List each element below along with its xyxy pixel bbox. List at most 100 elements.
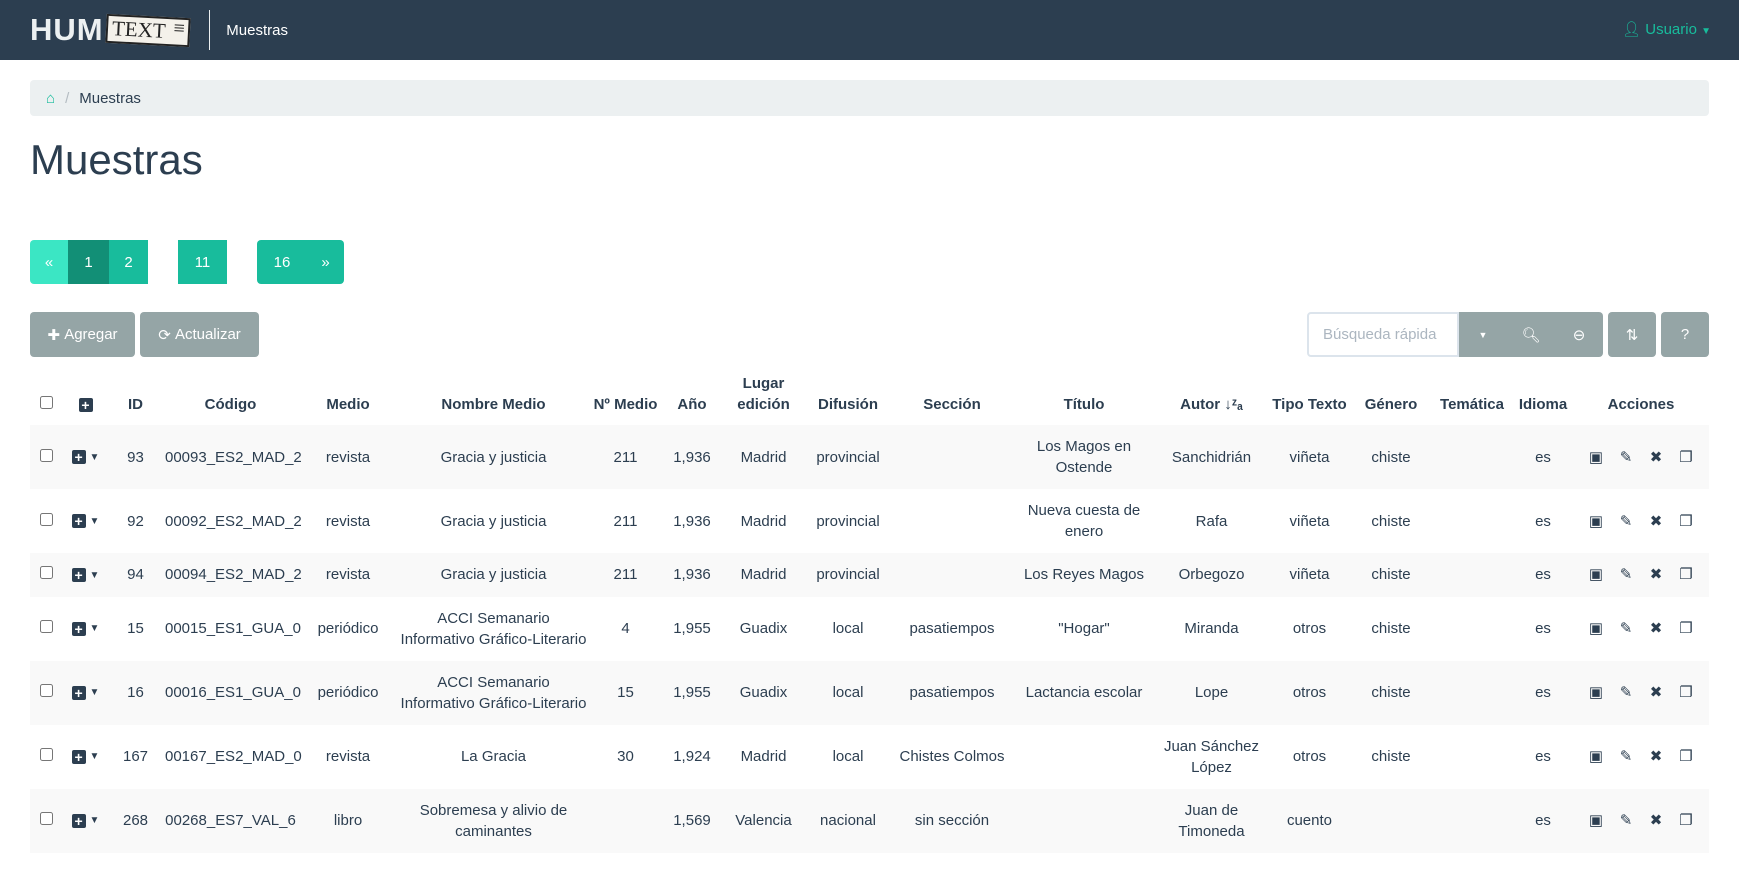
caret-down-icon[interactable]: ▼ xyxy=(89,515,100,527)
refresh-button[interactable]: ⟳ Actualizar xyxy=(140,312,259,357)
cell: 1,955 xyxy=(673,620,711,638)
copy-icon[interactable]: ❐ xyxy=(1679,566,1693,584)
copy-icon[interactable]: ❐ xyxy=(1679,684,1693,702)
select-all-checkbox[interactable] xyxy=(40,396,53,409)
expand-icon[interactable]: + xyxy=(71,621,86,636)
view-card-icon[interactable]: ▣ xyxy=(1588,566,1604,584)
page-1[interactable]: 1 xyxy=(68,240,109,284)
column-header[interactable]: Título xyxy=(1063,396,1105,413)
cell: es xyxy=(1535,812,1551,830)
sort-desc-icon[interactable]: ↓ᶻₐ xyxy=(1224,396,1243,413)
column-header[interactable]: Difusión xyxy=(818,396,878,413)
caret-down-icon[interactable]: ▼ xyxy=(89,751,100,763)
edit-pencil-icon[interactable]: ✎ xyxy=(1619,748,1633,766)
row-checkbox[interactable] xyxy=(40,448,53,462)
view-card-icon[interactable]: ▣ xyxy=(1588,684,1604,702)
quick-search-input[interactable] xyxy=(1307,312,1459,357)
expand-icon[interactable]: + xyxy=(71,685,86,700)
view-card-icon[interactable]: ▣ xyxy=(1588,512,1604,530)
row-checkbox[interactable] xyxy=(40,512,53,526)
page-prev[interactable]: « xyxy=(30,240,68,284)
caret-down-icon[interactable]: ▼ xyxy=(89,687,100,699)
delete-icon[interactable]: ✖ xyxy=(1649,620,1663,638)
edit-pencil-icon[interactable]: ✎ xyxy=(1619,448,1633,466)
expand-all-icon[interactable]: + xyxy=(78,398,93,413)
clear-search-icon[interactable]: ⊖ xyxy=(1572,326,1586,344)
expand-icon[interactable]: + xyxy=(71,568,86,583)
cell: Juan de Timoneda xyxy=(1178,801,1245,840)
user-menu[interactable]: 👤︎ Usuario ▼ xyxy=(1622,20,1711,38)
row-checkbox[interactable] xyxy=(40,566,53,580)
delete-icon[interactable]: ✖ xyxy=(1649,684,1663,702)
cell: es xyxy=(1535,512,1551,530)
delete-icon[interactable]: ✖ xyxy=(1649,448,1663,466)
delete-icon[interactable]: ✖ xyxy=(1649,748,1663,766)
expand-icon[interactable]: + xyxy=(71,749,86,764)
column-header[interactable]: Autor ↓ᶻₐ xyxy=(1180,396,1243,413)
edit-pencil-icon[interactable]: ✎ xyxy=(1619,566,1633,584)
edit-pencil-icon[interactable]: ✎ xyxy=(1619,620,1633,638)
cell: 268 xyxy=(122,812,149,830)
caret-down-icon[interactable]: ▼ xyxy=(89,451,100,463)
page-16[interactable]: 16 xyxy=(257,240,307,284)
delete-icon[interactable]: ✖ xyxy=(1649,512,1663,530)
nav-link-muestras[interactable]: Muestras xyxy=(226,21,288,39)
sort-button[interactable]: ⇅ xyxy=(1608,312,1656,357)
view-card-icon[interactable]: ▣ xyxy=(1588,812,1604,830)
delete-icon[interactable]: ✖ xyxy=(1649,812,1663,830)
row-checkbox[interactable] xyxy=(40,684,53,698)
column-header[interactable]: Nombre Medio xyxy=(441,396,546,413)
row-select xyxy=(30,553,63,597)
view-card-icon[interactable]: ▣ xyxy=(1588,620,1604,638)
row-actions: ▣ ✎ ✖ ❐ xyxy=(1573,661,1709,725)
column-header[interactable]: Año xyxy=(677,396,707,413)
sort-icon: ⇅ xyxy=(1625,326,1639,344)
help-button[interactable]: ? xyxy=(1661,312,1709,357)
copy-icon[interactable]: ❐ xyxy=(1679,448,1693,466)
search-icon[interactable]: 🔍︎ xyxy=(1521,326,1541,344)
column-header[interactable]: Lugar edición xyxy=(737,375,790,413)
page-next[interactable]: » xyxy=(307,240,344,284)
cell xyxy=(891,425,1013,489)
column-header[interactable]: Medio xyxy=(326,396,370,413)
column-header[interactable]: Género xyxy=(1364,396,1418,413)
column-header[interactable]: Sección xyxy=(923,396,981,413)
column-header[interactable]: ID xyxy=(128,396,143,413)
delete-icon[interactable]: ✖ xyxy=(1649,566,1663,584)
column-header[interactable]: Temática xyxy=(1440,396,1504,413)
copy-icon[interactable]: ❐ xyxy=(1679,812,1693,830)
column-header[interactable]: Tipo Texto xyxy=(1272,396,1347,413)
row-checkbox[interactable] xyxy=(40,812,53,826)
expand-icon[interactable]: + xyxy=(71,450,86,465)
view-card-icon[interactable]: ▣ xyxy=(1588,748,1604,766)
caret-down-icon[interactable]: ▼ xyxy=(89,569,100,581)
expand-icon[interactable]: + xyxy=(71,514,86,529)
row-expand: + ▼ xyxy=(63,597,108,661)
copy-icon[interactable]: ❐ xyxy=(1679,748,1693,766)
view-card-icon[interactable]: ▣ xyxy=(1588,448,1604,466)
page-2[interactable]: 2 xyxy=(109,240,148,284)
caret-down-icon[interactable]: ▼ xyxy=(89,623,100,635)
column-header[interactable]: Idioma xyxy=(1518,396,1568,413)
samples-table: + ID Código Medio Nombre Medio Nº Medio Año Lu… xyxy=(30,367,1709,853)
column-header[interactable]: Nº Medio xyxy=(593,396,658,413)
cell: provincial xyxy=(816,512,880,530)
row-checkbox[interactable] xyxy=(40,748,53,762)
row-checkbox[interactable] xyxy=(40,620,53,634)
edit-pencil-icon[interactable]: ✎ xyxy=(1619,512,1633,530)
column-header[interactable]: Acciones xyxy=(1607,396,1675,413)
caret-down-icon[interactable]: ▼ xyxy=(89,815,100,827)
edit-pencil-icon[interactable]: ✎ xyxy=(1619,684,1633,702)
add-button[interactable]: ✚ Agregar xyxy=(30,312,135,357)
copy-icon[interactable]: ❐ xyxy=(1679,512,1693,530)
expand-icon[interactable]: + xyxy=(71,813,86,828)
cell: 4 xyxy=(621,620,630,638)
column-header[interactable]: Código xyxy=(204,396,257,413)
copy-icon[interactable]: ❐ xyxy=(1679,620,1693,638)
search-options-dropdown[interactable]: ▼ xyxy=(1478,329,1488,340)
edit-pencil-icon[interactable]: ✎ xyxy=(1619,812,1633,830)
logo[interactable]: HUM TEXT xyxy=(30,12,190,48)
page-11[interactable]: 11 xyxy=(178,240,227,284)
home-icon[interactable]: ⌂ xyxy=(46,89,56,107)
row-actions: ▣ ✎ ✖ ❐ xyxy=(1573,725,1709,789)
